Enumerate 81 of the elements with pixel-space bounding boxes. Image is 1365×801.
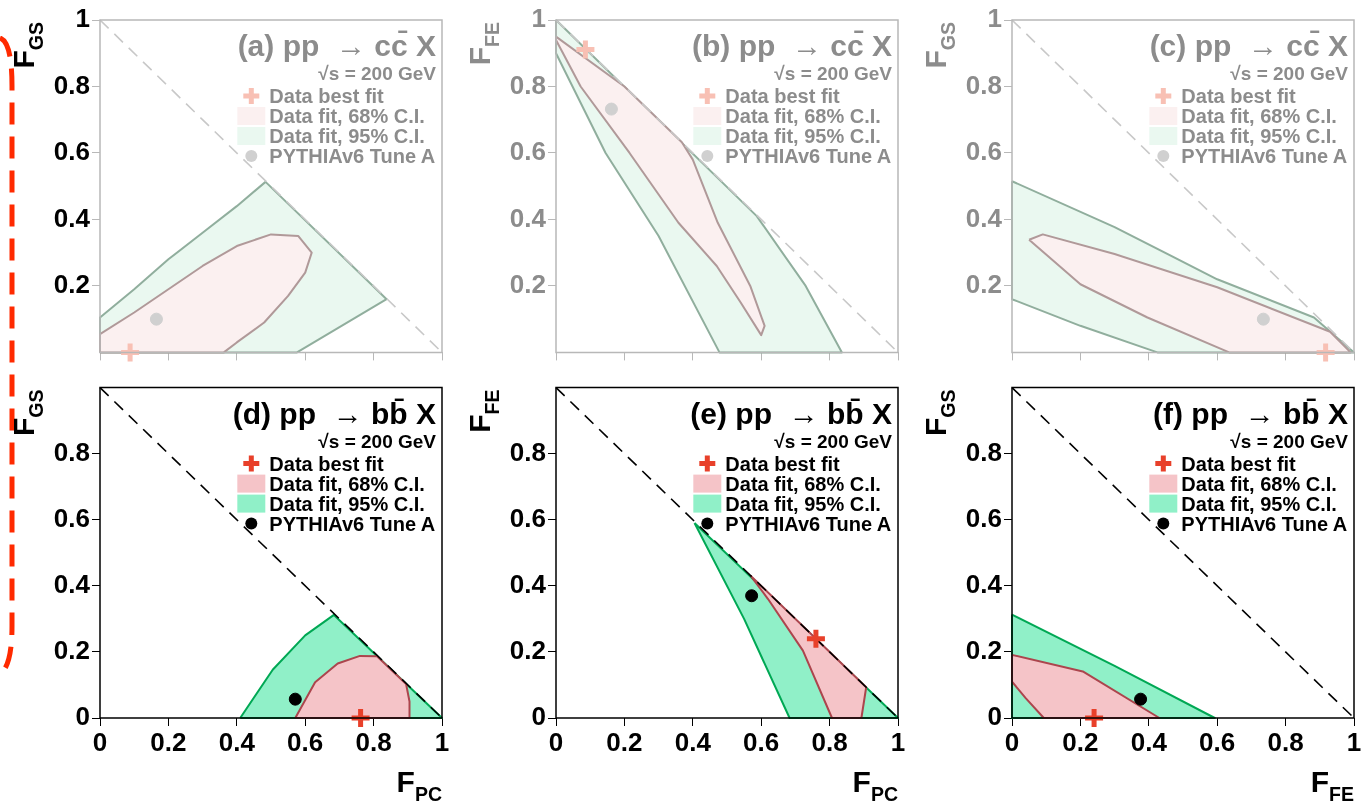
x-tick-label: 0.6 [743,726,780,757]
y-axis-title: FFE [463,389,503,433]
x-tick-label: 0.2 [150,726,187,757]
y-tick-label: 1 [75,3,90,34]
x-tick-label: 0.4 [674,726,712,757]
text: √s = 200 GeV [1230,63,1349,84]
text: √s = 200 GeV [1230,430,1349,452]
text: √s = 200 GeV [318,63,437,84]
legend-label: Data fit, 68% C.I. [725,472,881,495]
y-tick-label: 0.4 [965,569,1003,600]
y-tick-label: 0.6 [509,502,546,533]
legend-label: Data fit, 68% C.I. [1181,472,1337,495]
legend-label: PYTHIAv6 Tune A [269,145,436,167]
legend-label: Data fit, 68% C.I. [1181,105,1337,127]
y-tick-label: 0.4 [509,202,547,233]
y-tick-label: 0.4 [965,202,1003,233]
y-tick-label: 0.4 [53,569,91,600]
y-axis-title: FGS [7,389,47,437]
legend-label: Data fit, 68% C.I. [269,472,425,495]
y-tick-label: 0.2 [965,635,1002,666]
y-tick-label: 0.8 [509,69,546,100]
y-tick-label: 0.2 [965,269,1002,300]
y-tick-label: 0.6 [965,502,1002,533]
legend-label: Data fit, 95% C.I. [1181,125,1337,147]
y-tick-label: 0.8 [53,69,90,100]
x-tick-label: 0.8 [355,726,392,757]
legend-label: Data best fit [269,85,385,107]
x-tick-label: 1 [1346,726,1362,757]
y-tick-label: 0.2 [53,269,90,300]
y-tick-label: 0.8 [509,436,546,467]
y-tick-label: 0 [531,701,546,732]
x-tick-label: 0.4 [1130,726,1168,757]
y-tick-label: 0.6 [965,136,1002,167]
y-axis-title: FFE [463,22,503,66]
x-tick-label: 0.2 [1062,726,1099,757]
text: √s = 200 GeV [774,63,893,84]
x-tick-label: 0.8 [1267,726,1304,757]
legend-label: Data best fit [725,452,841,475]
y-tick-label: 0 [75,701,90,732]
chart-title: (d) pp → bb̄ X [232,396,437,430]
y-tick-label: 0.4 [509,569,547,600]
legend-label: Data fit, 68% C.I. [725,105,881,127]
y-axis-title: FGS [919,21,959,69]
legend-label: Data fit, 95% C.I. [269,125,425,147]
legend-label: Data fit, 95% C.I. [725,125,881,147]
x-tick-label: 1 [890,726,906,757]
y-tick-label: 1 [531,3,546,34]
y-tick-label: 0.6 [509,136,546,167]
chart-title: (b) pp → cc̄ X [691,29,893,62]
legend-label: Data best fit [725,85,841,107]
legend-label: PYTHIAv6 Tune A [1181,145,1348,167]
y-axis-title: FGS [7,21,47,69]
text: √s = 200 GeV [774,430,893,452]
y-tick-label: 0.4 [53,202,91,233]
chart-title: (a) pp → cc̄ X [237,29,437,62]
x-tick-label: 0.8 [811,726,848,757]
y-tick-label: 1 [987,3,1002,34]
x-tick-label: 0.6 [287,726,324,757]
legend-label: Data best fit [1181,452,1297,475]
y-tick-label: 0.6 [53,136,90,167]
y-tick-label: 0.2 [509,269,546,300]
y-tick-label: 0.8 [53,436,90,467]
y-tick-label: 0.6 [53,502,90,533]
x-tick-label: 1 [434,726,450,757]
chart-title: (e) pp → bb̄ X [690,396,893,430]
x-tick-label: 0.2 [606,726,643,757]
y-tick-label: 0.2 [509,635,546,666]
y-tick-label: 0 [987,701,1002,732]
y-tick-label: 0.2 [53,635,90,666]
chart-title: (f) pp → bb̄ X [1153,396,1349,430]
x-tick-label: 0.4 [218,726,256,757]
legend-label: Data fit, 68% C.I. [269,105,425,127]
legend-label: PYTHIAv6 Tune A [725,145,892,167]
y-tick-label: 0.8 [965,69,1002,100]
y-axis-title: FGS [919,389,959,437]
legend-label: Data best fit [1181,85,1297,107]
y-tick-label: 0.8 [965,436,1002,467]
legend-label: Data best fit [269,452,385,475]
chart-title: (c) pp → cc̄ X [1149,29,1349,62]
x-tick-label: 0.6 [1199,726,1236,757]
text: √s = 200 GeV [318,430,437,452]
